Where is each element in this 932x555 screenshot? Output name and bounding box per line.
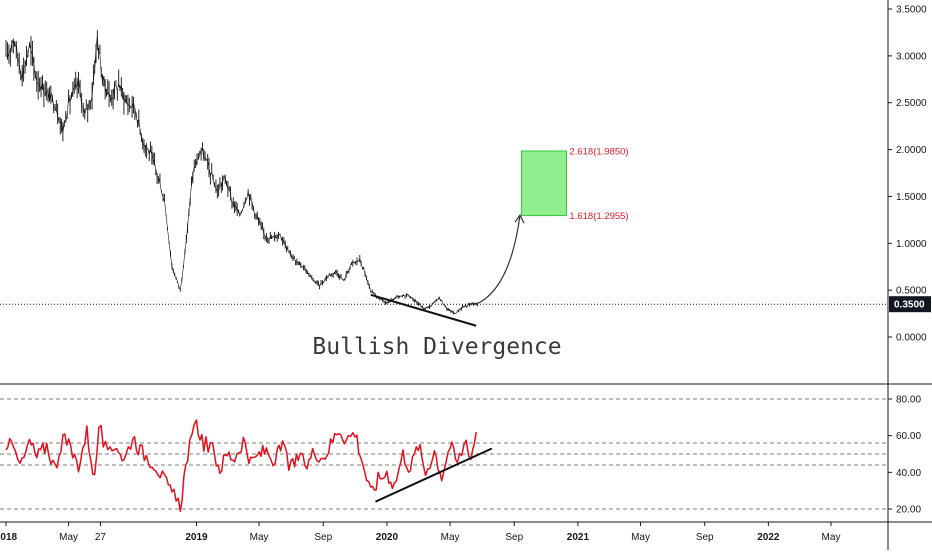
overlay-layer: 0.3500 2.618(1.9850) 1.618(1.2955) Bullish … xyxy=(0,146,931,503)
price-tick-label: 0.0000 xyxy=(896,333,927,344)
target-box xyxy=(521,150,567,217)
price-tick-label: 0.5000 xyxy=(896,286,927,297)
price-tick-label: 3.0000 xyxy=(896,51,927,62)
osc-tick-label: 80.00 xyxy=(896,395,921,406)
osc-tick-label: 40.00 xyxy=(896,468,921,479)
time-tick-label: 2019 xyxy=(185,532,208,543)
osc-tick-label: 60.00 xyxy=(896,431,921,442)
oscillator-series-line xyxy=(5,419,477,512)
price-tick-label: 2.0000 xyxy=(896,145,927,156)
current-price-label: 0.3500 xyxy=(894,300,925,311)
time-tick-label: Sep xyxy=(696,532,714,543)
price-tick-label: 3.5000 xyxy=(896,5,927,16)
time-tick-label: 2018 xyxy=(0,532,18,543)
time-tick-label: Sep xyxy=(314,532,332,543)
fib-level-label: 1.618(1.2955) xyxy=(569,211,628,222)
time-tick-label: May xyxy=(822,532,841,543)
price-tick-label: 2.5000 xyxy=(896,98,927,109)
annotation-bullish-divergence: Bullish Divergence xyxy=(312,334,561,360)
projection-arrow-head xyxy=(514,214,525,224)
oscillator-trendline xyxy=(375,447,493,503)
time-tick-label: May xyxy=(441,532,460,543)
time-tick-label: 2022 xyxy=(757,532,780,543)
projection-arrow xyxy=(475,215,521,305)
price-tick-label: 1.0000 xyxy=(896,239,927,250)
time-tick-label: 2021 xyxy=(567,532,590,543)
series-layer xyxy=(5,30,478,512)
time-tick-label: May xyxy=(631,532,650,543)
time-tick-label: 27 xyxy=(95,532,107,543)
time-tick-label: Sep xyxy=(505,532,523,543)
price-trendline xyxy=(370,293,477,327)
price-tick-label: 1.5000 xyxy=(896,192,927,203)
time-tick-label: May xyxy=(59,532,78,543)
fib-level-label: 2.618(1.9850) xyxy=(569,146,628,157)
current-price-tag xyxy=(889,296,931,313)
grid-layer xyxy=(0,398,888,510)
osc-tick-label: 20.00 xyxy=(896,505,921,516)
time-tick-label: 2020 xyxy=(376,532,399,543)
time-tick-label: May xyxy=(250,532,269,543)
price-series-line xyxy=(5,36,478,315)
